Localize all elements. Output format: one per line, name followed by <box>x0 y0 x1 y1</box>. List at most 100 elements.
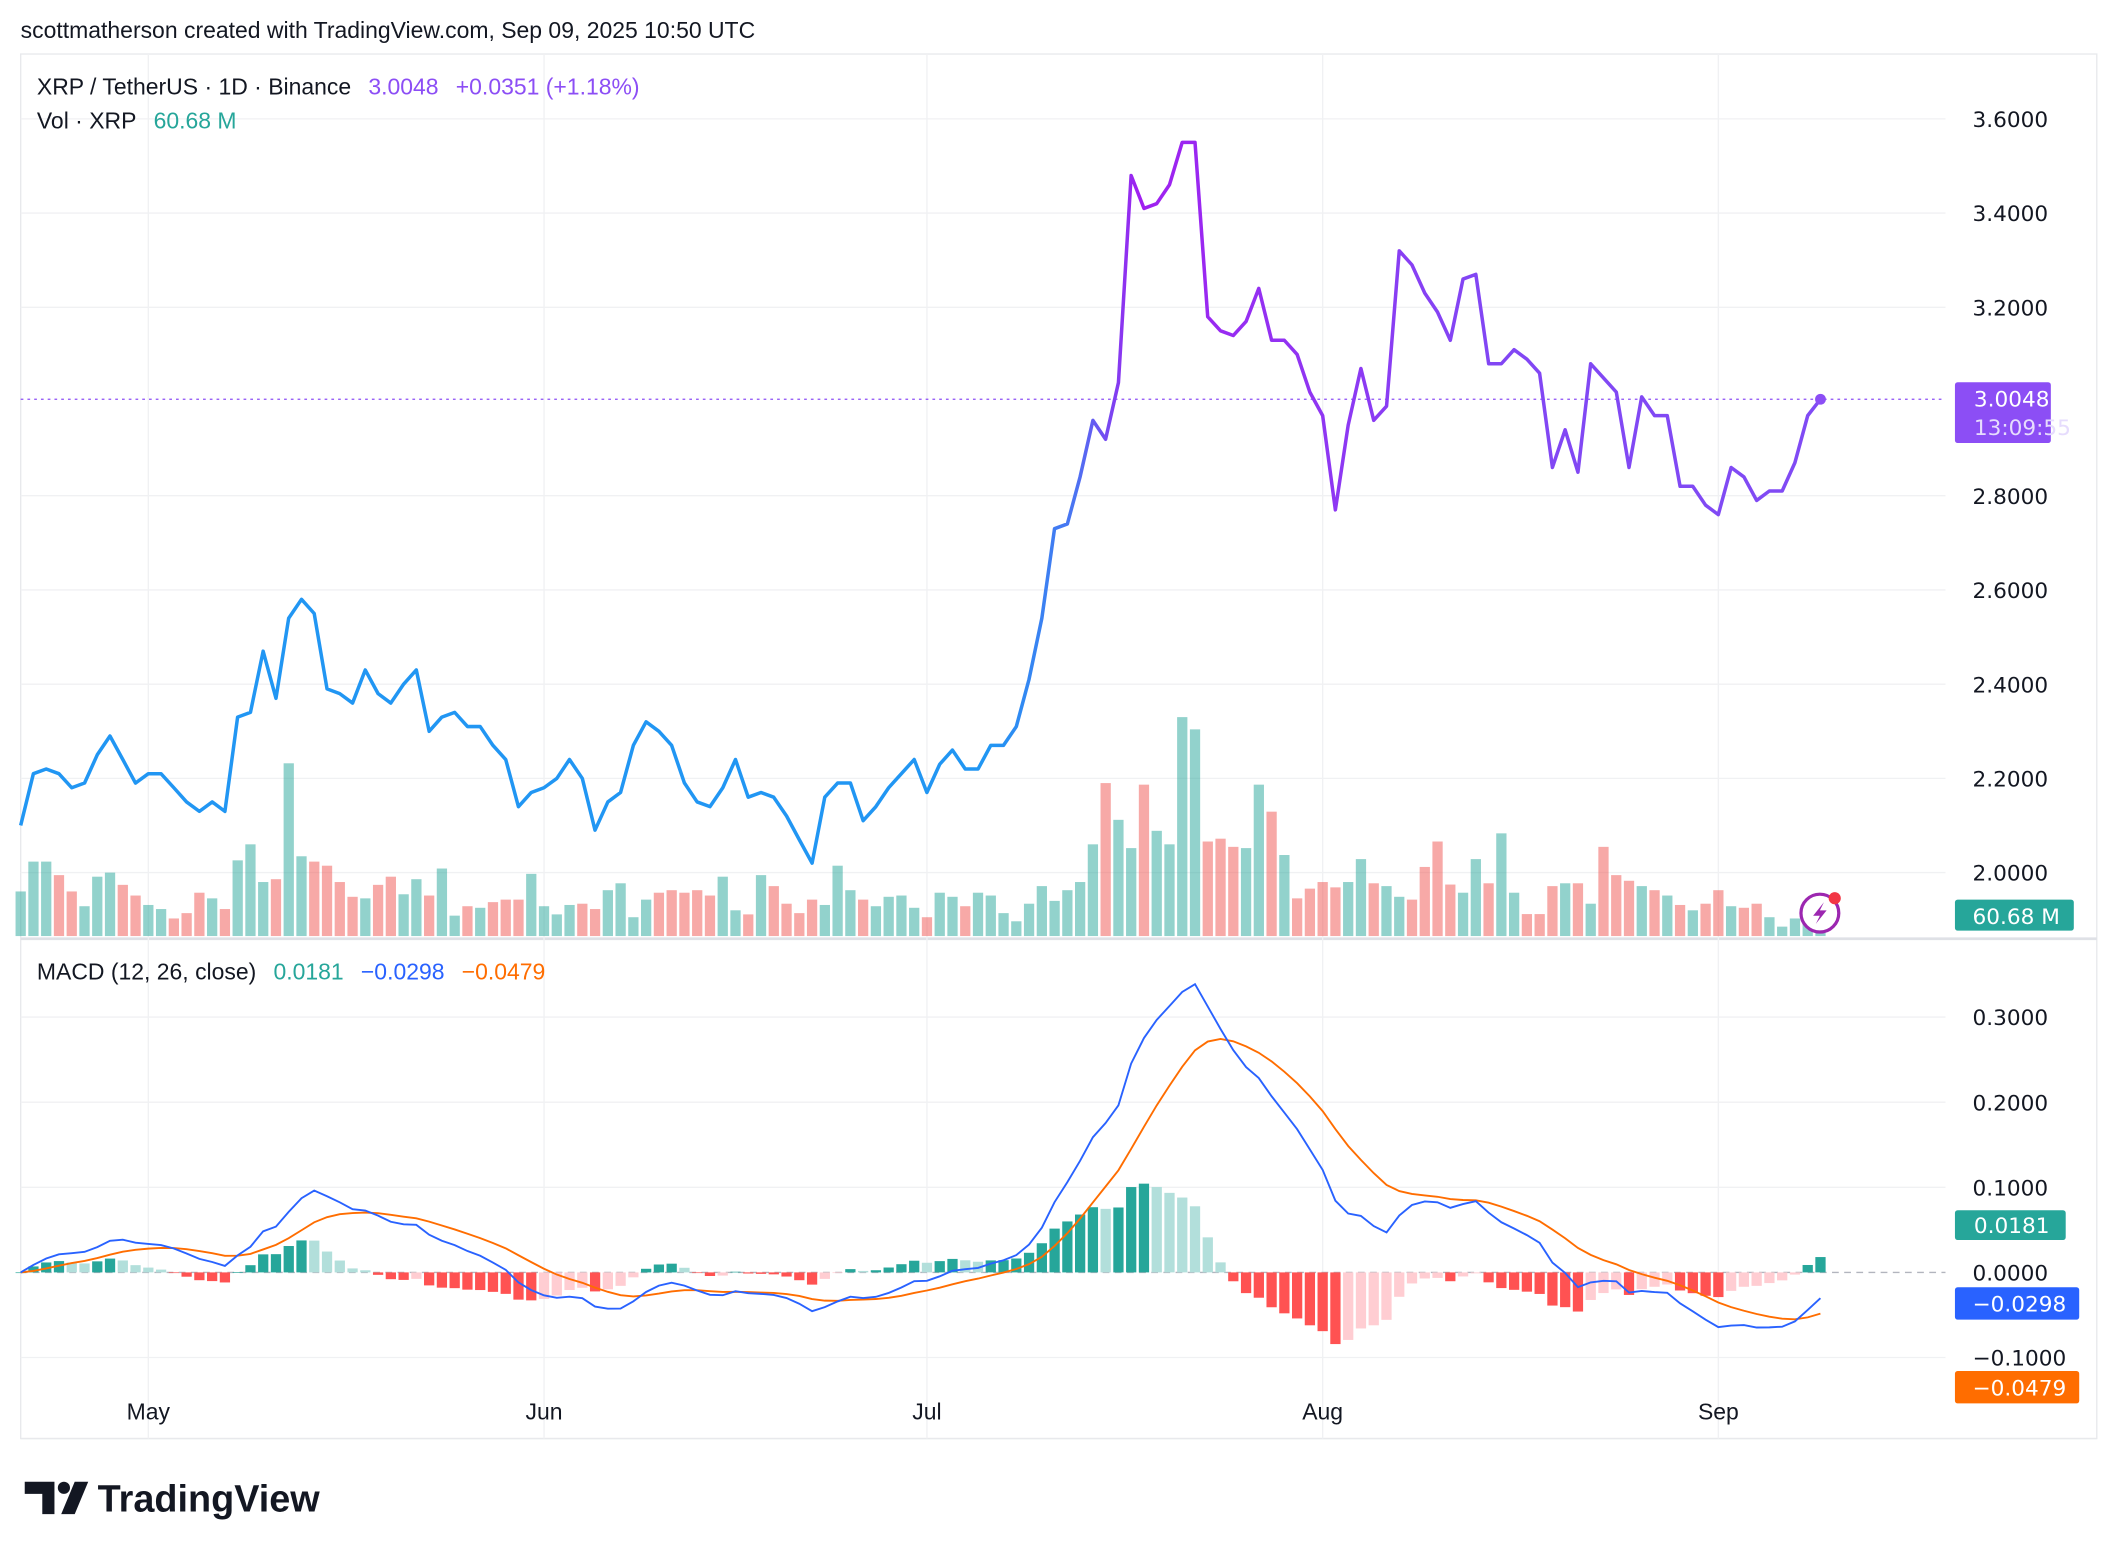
macd-histogram-bar <box>1228 1272 1239 1282</box>
macd-histogram-bar <box>500 1272 511 1294</box>
volume-bar <box>15 891 26 937</box>
volume-bar <box>475 907 486 937</box>
volume-bar <box>1355 859 1367 937</box>
macd-histogram-bar <box>1432 1272 1443 1278</box>
macd-line-badge-label: −0.0298 <box>1973 1293 2067 1318</box>
macd-histogram-bar <box>1151 1186 1162 1273</box>
macd-histogram-bar <box>1355 1272 1367 1329</box>
price-axis[interactable]: 3.6000 3.4000 3.2000 2.8000 2.6000 2.4000 2.20… <box>1973 108 2049 887</box>
volume-bar <box>692 890 703 937</box>
macd-histogram-bar <box>781 1272 792 1277</box>
lightning-icon[interactable] <box>1799 892 1841 934</box>
volume-bar <box>768 886 779 937</box>
volume-bar <box>207 898 218 937</box>
volume-bar <box>1700 903 1711 937</box>
volume-bar <box>436 868 448 937</box>
macd-histogram-bar <box>704 1272 716 1276</box>
macd-histogram-bar <box>1457 1272 1469 1277</box>
macd-histogram-bar <box>1202 1237 1213 1273</box>
volume-bar <box>181 913 192 937</box>
volume-bar <box>1202 841 1213 937</box>
volume-bar <box>1087 844 1099 937</box>
volume-bar <box>1138 784 1150 937</box>
macd-histogram-bar <box>858 1270 869 1273</box>
macd-histogram-bar <box>768 1272 779 1275</box>
macd-tick-label: 0.1000 <box>1973 1176 2049 1201</box>
macd-histogram-bar <box>1011 1258 1022 1273</box>
macd-histogram <box>15 1183 1826 1345</box>
price-tick-label: 2.4000 <box>1973 673 2049 698</box>
macd-histogram-bar <box>1470 1272 1481 1274</box>
volume-legend: Vol · XRP 60.68 M <box>37 107 237 133</box>
macd-histogram-bar <box>883 1267 894 1273</box>
macd-axis[interactable]: 0.3000 0.2000 0.1000 0.0000 −0.1000 <box>1973 1006 2067 1371</box>
chart-caption: scottmatherson created with TradingView.… <box>21 17 755 43</box>
volume-bar <box>1623 880 1635 937</box>
volume-bar <box>615 883 626 937</box>
volume-bar <box>1636 886 1647 937</box>
volume-bar <box>717 876 728 937</box>
macd-histogram-bar <box>832 1272 843 1274</box>
volume-bar <box>1789 918 1801 937</box>
volume-bar <box>972 892 984 937</box>
volume-bar <box>372 884 384 937</box>
volume-bar <box>883 896 894 937</box>
macd-histogram-bar <box>1381 1272 1392 1320</box>
macd-histogram-bar <box>653 1264 665 1273</box>
volume-bar <box>321 865 333 937</box>
price-tick-label: 2.6000 <box>1973 579 2049 604</box>
volume-bar <box>1368 883 1379 937</box>
macd-histogram-bar <box>1406 1272 1418 1284</box>
volume-bar <box>679 892 690 937</box>
volume-bar <box>1279 855 1290 937</box>
volume-bar <box>564 904 575 937</box>
time-axis[interactable]: May Jun Jul Aug Sep <box>127 1399 1739 1425</box>
volume-bar <box>1777 926 1788 937</box>
macd-histogram-bar <box>1138 1183 1150 1273</box>
macd-histogram-bar <box>1419 1272 1430 1279</box>
macd-histogram-bar <box>513 1272 524 1300</box>
volume-bar <box>1598 846 1609 937</box>
macd-histogram-bar <box>1253 1272 1264 1298</box>
macd-histogram-bar <box>1713 1272 1724 1298</box>
macd-histogram-bar <box>258 1254 269 1273</box>
volume-bar <box>1075 882 1086 937</box>
macd-tick-label: −0.1000 <box>1973 1347 2067 1372</box>
macd-histogram-bar <box>475 1272 486 1291</box>
macd-signal-badge: −0.0479 <box>1954 1371 2080 1404</box>
tradingview-logo[interactable]: TradingView <box>24 1478 321 1520</box>
volume-bar <box>1292 898 1303 937</box>
macd-tick-label: 0.3000 <box>1973 1006 2049 1031</box>
macd-histogram-bar <box>360 1270 371 1273</box>
macd-histogram-bar <box>1304 1272 1316 1326</box>
macd-histogram-bar <box>794 1272 805 1281</box>
macd-histogram-bar <box>551 1272 562 1296</box>
macd-histogram-bar <box>207 1272 218 1282</box>
macd-tick-label: 0.2000 <box>1973 1091 2049 1116</box>
macd-histogram-bar <box>730 1271 741 1273</box>
macd-histogram-bar <box>1394 1272 1405 1297</box>
last-price-badge: 3.0048 13:09:55 <box>1954 382 2071 444</box>
macd-histogram-bar <box>1738 1272 1750 1287</box>
macd-histogram-bar <box>1189 1206 1201 1273</box>
volume-bar <box>1560 883 1571 937</box>
volume-bar <box>1023 903 1035 937</box>
macd-histogram-bar <box>1075 1214 1086 1273</box>
volume-bar <box>666 890 677 937</box>
volume-bar <box>1764 917 1775 937</box>
macd-histogram-bar <box>334 1260 345 1273</box>
macd-histogram-bar <box>1764 1272 1775 1284</box>
volume-bar <box>960 906 971 937</box>
macd-histogram-bar <box>1521 1272 1533 1292</box>
macd-histogram-bar <box>1445 1272 1456 1282</box>
macd-histogram-bar <box>398 1272 409 1280</box>
macd-histogram-bar <box>1496 1272 1507 1289</box>
macd-histogram-bar <box>615 1272 626 1286</box>
volume-bar <box>1802 923 1813 937</box>
volume-bar <box>589 909 601 937</box>
volume-bar <box>411 879 422 937</box>
macd-histogram-bar <box>998 1260 1009 1273</box>
volume-bar <box>985 895 996 937</box>
volume-bar <box>462 906 473 937</box>
